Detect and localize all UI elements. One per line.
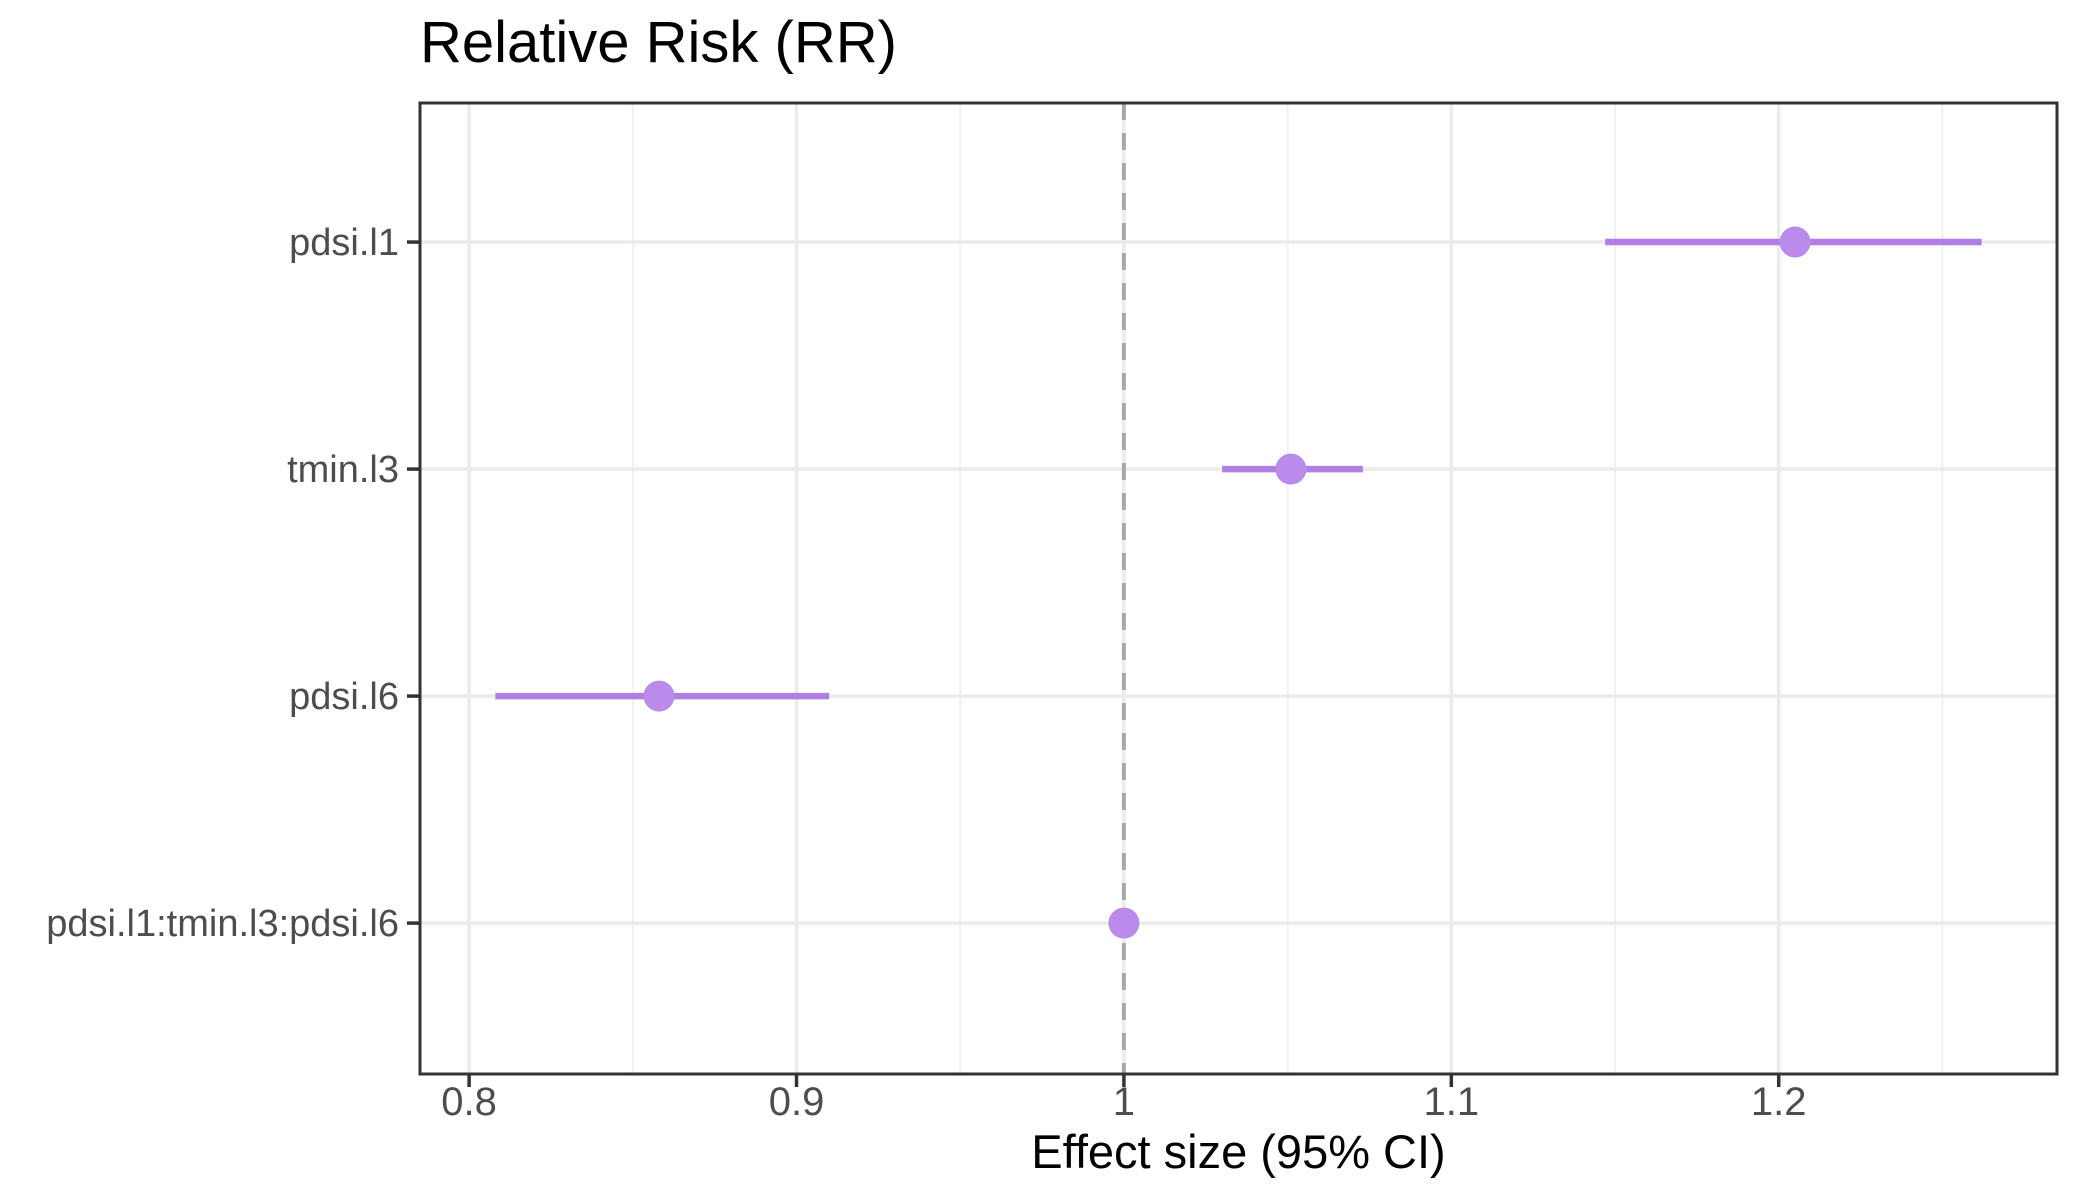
y-tick-label: tmin.l3 [287, 449, 399, 491]
x-tick-label: 1 [1113, 1080, 1135, 1124]
estimate-point [1779, 226, 1811, 258]
x-tick-label: 0.9 [769, 1080, 825, 1124]
x-tick-label: 0.8 [441, 1080, 497, 1124]
panel-background [420, 103, 2057, 1074]
estimate-point [1108, 907, 1140, 939]
x-tick-label: 1.2 [1751, 1080, 1807, 1124]
chart-title: Relative Risk (RR) [420, 10, 897, 75]
panel-border [418, 101, 2059, 1076]
estimate-point [1275, 453, 1307, 485]
y-tick-label: pdsi.l1 [289, 222, 399, 264]
x-axis-title: Effect size (95% CI) [1031, 1125, 1446, 1178]
estimate-point [643, 680, 675, 712]
x-tick-label: 1.1 [1424, 1080, 1480, 1124]
y-tick-label: pdsi.l6 [289, 676, 399, 718]
y-tick-label: pdsi.l1:tmin.l3:pdsi.l6 [46, 903, 399, 945]
